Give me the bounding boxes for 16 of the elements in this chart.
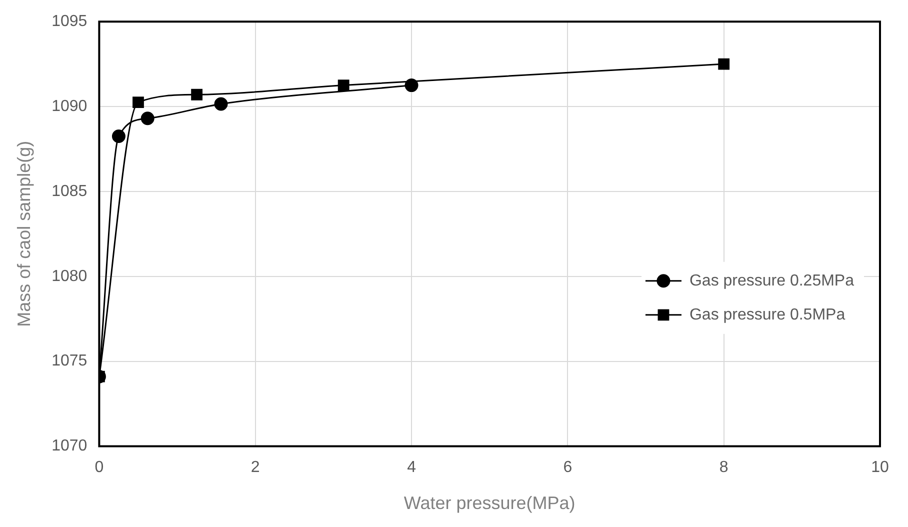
y-tick-label: 1085 <box>52 182 88 200</box>
y-tick-label: 1070 <box>52 438 88 455</box>
y-axis-title: Mass of caol sample(g) <box>14 140 34 327</box>
y-tick-label: 1075 <box>52 352 88 370</box>
x-tick-label: 10 <box>871 459 889 476</box>
y-tick-label: 1080 <box>52 268 88 285</box>
x-tick-label: 6 <box>563 459 572 476</box>
x-tick-label: 4 <box>407 459 416 476</box>
x-tick-label: 8 <box>719 459 728 476</box>
y-tick-label: 1095 <box>52 13 88 30</box>
legend-label: Gas pressure 0.5MPa <box>689 306 846 324</box>
legend-label: Gas pressure 0.25MPa <box>689 272 854 290</box>
y-tick-label: 1090 <box>52 98 88 115</box>
x-tick-label: 2 <box>250 459 260 476</box>
x-tick-label: 0 <box>94 459 104 476</box>
x-axis-title: Water pressure(MPa) <box>404 493 576 514</box>
